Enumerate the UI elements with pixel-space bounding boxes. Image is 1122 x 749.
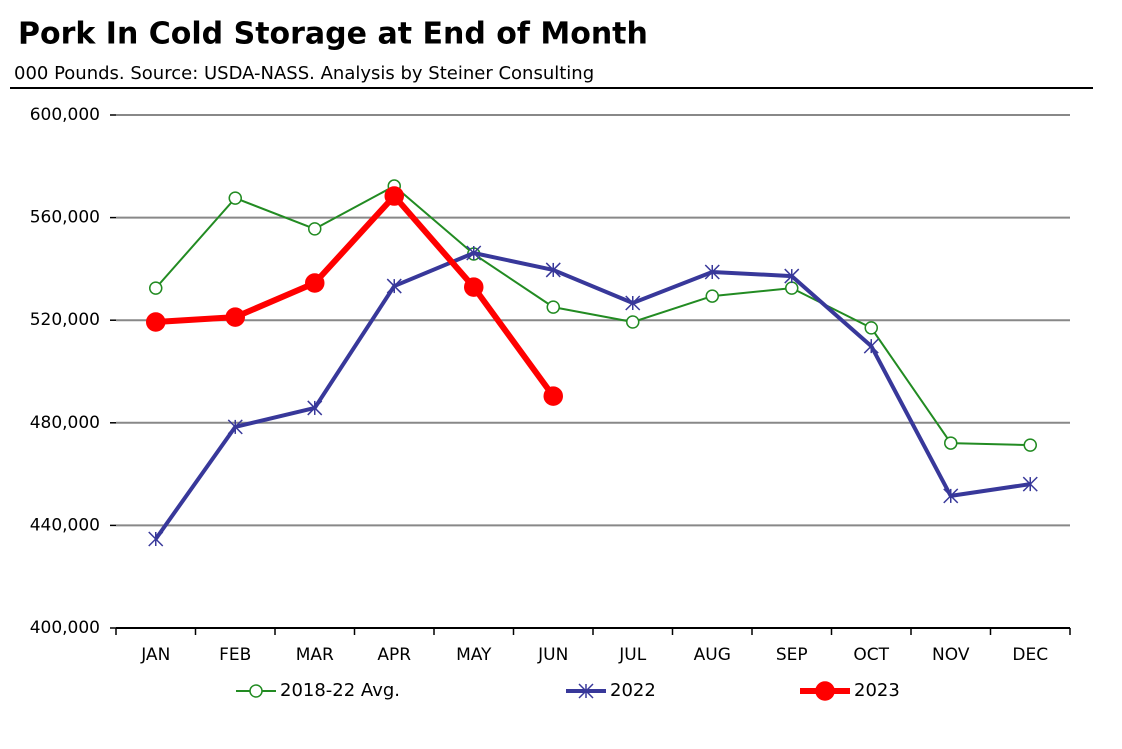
marker <box>228 191 242 205</box>
y-tick-label: 560,000 <box>30 208 100 228</box>
x-tick-label: FEB <box>219 645 251 665</box>
marker <box>785 281 799 295</box>
marker <box>305 273 325 293</box>
x-tick-label: OCT <box>853 645 889 665</box>
marker <box>225 307 245 327</box>
marker <box>307 400 323 416</box>
marker <box>466 245 482 261</box>
y-tick-label: 600,000 <box>30 105 100 125</box>
y-tick-label: 440,000 <box>30 515 100 535</box>
marker <box>626 315 640 329</box>
chart-title: Pork In Cold Storage at End of Month <box>18 17 648 52</box>
marker <box>464 277 484 297</box>
chart-subtitle: 000 Pounds. Source: USDA-NASS. Analysis … <box>14 63 594 84</box>
marker <box>578 683 594 699</box>
marker <box>1023 438 1037 452</box>
x-tick-label: APR <box>377 645 411 665</box>
marker <box>864 321 878 335</box>
marker <box>148 531 164 547</box>
marker <box>249 684 263 698</box>
marker <box>784 268 800 284</box>
y-tick-label: 520,000 <box>30 310 100 330</box>
x-tick-label: JUL <box>618 645 646 665</box>
marker <box>704 264 720 280</box>
y-tick-label: 400,000 <box>30 618 100 638</box>
marker <box>943 488 959 504</box>
x-tick-label: MAR <box>296 645 334 665</box>
marker <box>384 186 404 206</box>
marker <box>308 222 322 236</box>
marker <box>944 436 958 450</box>
x-tick-label: MAY <box>456 645 492 665</box>
marker <box>1022 476 1038 492</box>
x-tick-label: JUN <box>537 645 568 665</box>
series-line <box>155 193 556 398</box>
marker <box>386 278 402 294</box>
x-tick-label: NOV <box>932 645 970 665</box>
marker <box>227 419 243 435</box>
series-line <box>155 185 1031 447</box>
y-tick-label: 480,000 <box>30 413 100 433</box>
x-tick-label: AUG <box>694 645 731 665</box>
legend-label: 2023 <box>854 680 900 701</box>
series-line <box>154 250 1031 541</box>
marker <box>149 281 163 295</box>
x-tick-label: SEP <box>776 645 808 665</box>
marker <box>545 262 561 278</box>
x-tick-label: DEC <box>1012 645 1048 665</box>
marker <box>815 681 835 701</box>
marker <box>543 386 563 406</box>
marker <box>546 300 560 314</box>
x-tick-label: JAN <box>140 645 170 665</box>
marker <box>625 295 641 311</box>
marker <box>146 312 166 332</box>
legend-label: 2022 <box>610 680 656 701</box>
marker <box>705 289 719 303</box>
marker <box>863 338 879 354</box>
legend-label: 2018-22 Avg. <box>280 680 400 701</box>
